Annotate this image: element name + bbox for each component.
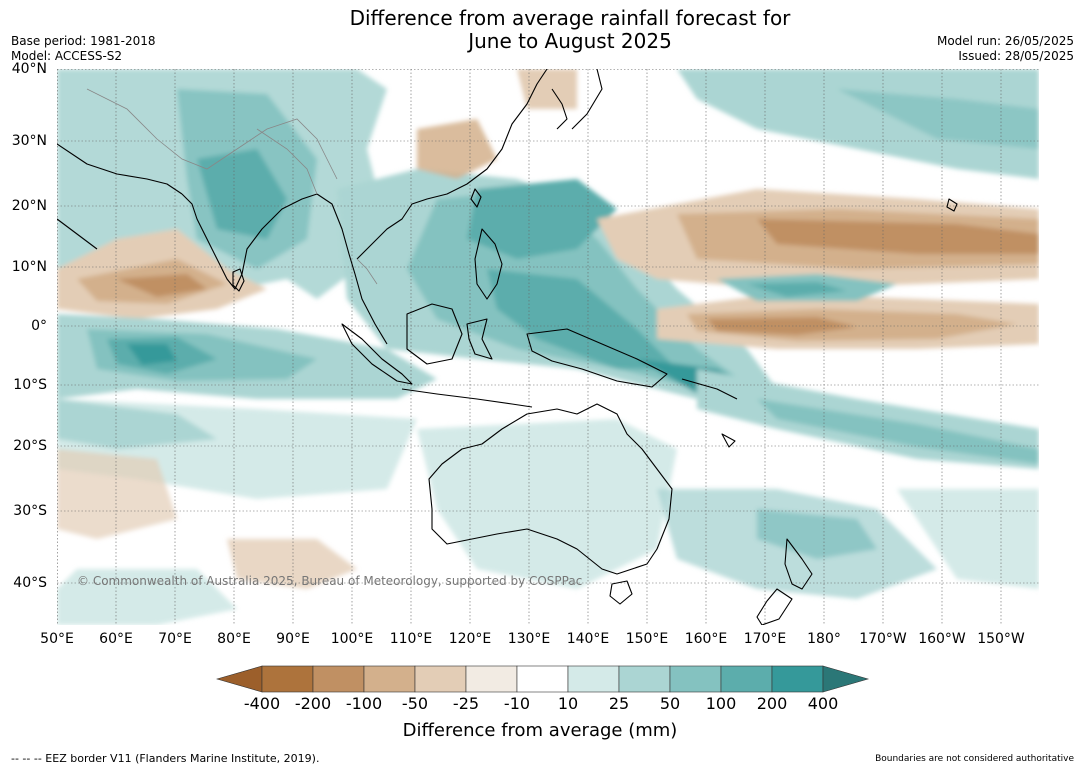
eez-note: -- -- -- EEZ border V11 (Flanders Marine…	[11, 752, 320, 765]
colorbar-tick-label: 25	[608, 694, 630, 713]
lat-label-40s: 40°S	[13, 575, 47, 591]
colorbar-tick-label: 200	[756, 694, 788, 713]
lat-label-20s: 20°S	[13, 438, 47, 454]
lon-label: 180°	[807, 631, 841, 647]
lat-label-10n: 10°N	[11, 259, 47, 275]
coastline-sulawesi	[466, 318, 493, 360]
map-title-line2: June to August 2025	[468, 29, 672, 53]
coastline-new-guinea	[526, 328, 668, 388]
lon-label: 100°E	[330, 631, 374, 647]
colorbar-segment	[261, 665, 314, 693]
lat-label-40n: 40°N	[11, 61, 47, 77]
lat-label-0: 0°	[31, 318, 47, 334]
colorbar-tick-label: 10	[557, 694, 579, 713]
colorbar-segment	[669, 665, 722, 693]
coastline-nz-south	[756, 588, 793, 625]
colorbar-segment	[312, 665, 365, 693]
colorbar-tick-label: 100	[705, 694, 737, 713]
lon-label: 150°W	[977, 631, 1025, 647]
country-borders	[86, 88, 378, 285]
coastline-tasmania	[609, 580, 633, 605]
coastline-india	[181, 193, 318, 290]
coastline-taiwan	[470, 188, 482, 208]
colorbar-tick-label: -100	[345, 694, 383, 713]
colorbar-tick-label: -50	[401, 694, 429, 713]
boundary-note: Boundaries are not considered authoritat…	[875, 754, 1074, 764]
lat-label-30n: 30°N	[11, 133, 47, 149]
copyright-text: © Commonwealth of Australia 2025, Bureau…	[77, 574, 582, 588]
lon-label: 80°E	[217, 631, 251, 647]
coastline-sri-lanka	[232, 268, 245, 292]
lat-label-10s: 10°S	[13, 377, 47, 393]
colorbar	[216, 665, 870, 693]
colorbar-tick-label: -10	[503, 694, 531, 713]
lon-label: 50°E	[40, 631, 74, 647]
coastline-philippines	[474, 228, 503, 300]
coastline-java	[401, 388, 533, 408]
colorbar-tick-label: -200	[294, 694, 332, 713]
coastlines	[57, 69, 958, 625]
coastline-nz-north	[784, 538, 813, 590]
colorbar-tick-label: -25	[452, 694, 480, 713]
lon-label: 160°E	[684, 631, 728, 647]
issued-date: Issued: 28/05/2025	[958, 49, 1074, 63]
lat-label-20n: 20°N	[11, 198, 47, 214]
coastline-solomons	[681, 378, 738, 400]
coastline-borneo	[406, 303, 463, 365]
colorbar-segment	[771, 665, 824, 693]
colorbar-segment	[516, 665, 569, 693]
colorbar-segment	[465, 665, 518, 693]
lat-label-30s: 30°S	[13, 503, 47, 519]
colorbar-segment	[414, 665, 467, 693]
lon-label: 120°E	[448, 631, 492, 647]
lon-label: 160°W	[918, 631, 966, 647]
base-period: Base period: 1981-2018	[11, 34, 156, 48]
coastline-arabia	[57, 143, 183, 195]
coastline-sumatra	[341, 323, 413, 385]
rainfall-anomaly-map: © Commonwealth of Australia 2025, Bureau…	[57, 69, 1039, 625]
coastline-china	[356, 69, 548, 260]
coastline-horn	[57, 218, 98, 250]
lon-label: 130°E	[507, 631, 551, 647]
lon-label: 140°E	[566, 631, 610, 647]
coastline-hawaii	[946, 198, 958, 212]
lon-label: 110°E	[389, 631, 433, 647]
coastline-new-caledonia	[721, 433, 736, 448]
colorbar-tick-label: 400	[807, 694, 839, 713]
model-run: Model run: 26/05/2025	[936, 34, 1074, 48]
colorbar-arrow-right	[822, 665, 870, 693]
coastline-korea	[551, 88, 568, 130]
lon-label: 170°E	[743, 631, 787, 647]
colorbar-arrow-left	[216, 665, 263, 693]
colorbar-segments	[216, 665, 870, 693]
colorbar-tick-label: 50	[659, 694, 681, 713]
colorbar-segment	[618, 665, 671, 693]
model-name: Model: ACCESS-S2	[11, 49, 123, 63]
lon-label: 90°E	[276, 631, 310, 647]
anomaly-fields	[57, 69, 1039, 625]
coastline-australia	[428, 403, 673, 575]
graticule	[57, 69, 1039, 625]
colorbar-segment	[363, 665, 416, 693]
colorbar-segment	[567, 665, 620, 693]
coastline-malay-peninsula	[316, 193, 388, 345]
coastline-japan	[571, 69, 603, 130]
colorbar-title: Difference from average (mm)	[402, 720, 678, 741]
colorbar-segment	[720, 665, 773, 693]
colorbar-tick-label: -400	[243, 694, 281, 713]
lon-label: 60°E	[99, 631, 133, 647]
lon-label: 170°W	[859, 631, 907, 647]
lon-label: 70°E	[158, 631, 192, 647]
lon-label: 150°E	[625, 631, 669, 647]
map-title-line1: Difference from average rainfall forecas…	[349, 6, 791, 30]
